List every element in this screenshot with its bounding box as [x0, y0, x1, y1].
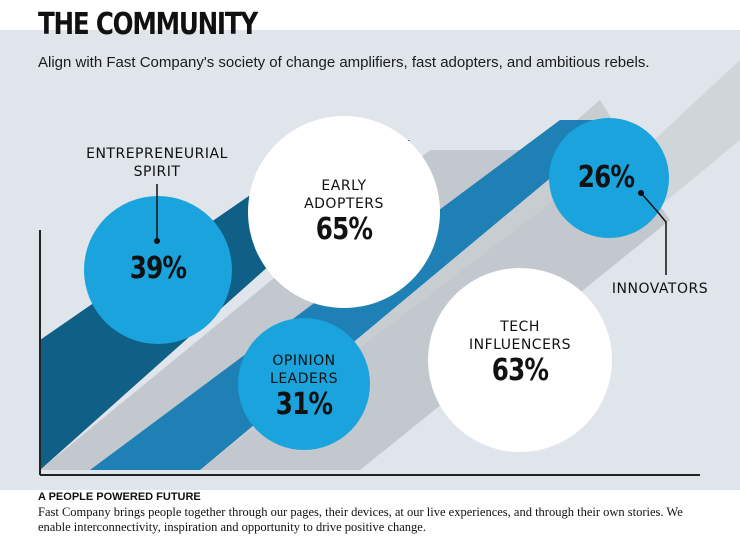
innovators-value: 26%: [577, 160, 635, 195]
circle-tech-influencers: [428, 268, 612, 452]
entrepreneurial-label: ENTREPRENEURIAL SPIRIT: [72, 145, 242, 181]
early-adopters-label-line-1: EARLY: [321, 178, 367, 194]
entrepreneurial-label-line-2: SPIRIT: [133, 164, 181, 180]
circle-entrepreneurial: [84, 196, 232, 344]
tech-influencers-value: 63%: [491, 353, 549, 388]
opinion-leaders-label-line-2: LEADERS: [270, 371, 338, 387]
page-subtitle: Align with Fast Company's society of cha…: [38, 54, 650, 71]
circle-early-adopters: [248, 116, 440, 308]
entrepreneurial-label-line-1: ENTREPRENEURIAL: [86, 146, 228, 162]
opinion-leaders-value: 31%: [275, 387, 333, 422]
footer-heading: A PEOPLE POWERED FUTURE: [38, 491, 201, 503]
innovators-value-box: 26%: [551, 161, 661, 195]
leader-dot-entrepreneurial: [154, 238, 160, 244]
early-adopters-box: EARLY ADOPTERS 65%: [264, 177, 424, 247]
footer-body: Fast Company brings people together thro…: [38, 505, 683, 534]
early-adopters-value: 65%: [315, 212, 373, 247]
early-adopters-label-line-2: ADOPTERS: [304, 196, 384, 212]
tech-influencers-box: TECH INFLUENCERS 63%: [440, 318, 600, 388]
opinion-leaders-box: OPINION LEADERS 31%: [244, 352, 364, 422]
opinion-leaders-label-line-1: OPINION: [272, 353, 336, 369]
entrepreneurial-value: 39%: [129, 251, 187, 286]
circle-innovators: [549, 118, 669, 238]
leader-line-innovators: [640, 192, 667, 275]
leader-dot-innovators: [638, 190, 644, 196]
page-title: THE COMMUNITY: [38, 7, 258, 42]
community-diagram: [39, 60, 740, 476]
tech-influencers-label-line-1: TECH: [500, 319, 540, 335]
entrepreneurial-value-box: 39%: [98, 252, 218, 286]
innovators-label: INNOVATORS: [611, 281, 709, 297]
circle-opinion-leaders: [238, 318, 370, 450]
tech-influencers-label-line-2: INFLUENCERS: [468, 337, 572, 353]
